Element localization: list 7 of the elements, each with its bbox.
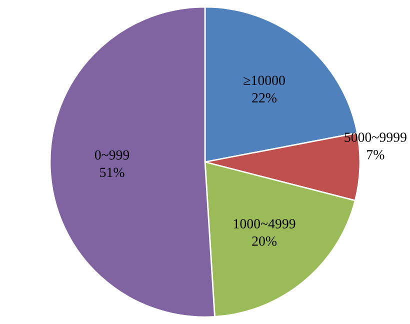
data-label: 20% (252, 236, 277, 246)
slice-label: ≥10000 (244, 76, 285, 86)
slice-label: 0~999 (94, 150, 130, 160)
slice-label: 1000~4999 (234, 219, 296, 228)
data-label: 51% (100, 168, 124, 178)
data-label: 22% (252, 93, 277, 103)
data-label: 7% (367, 150, 384, 160)
